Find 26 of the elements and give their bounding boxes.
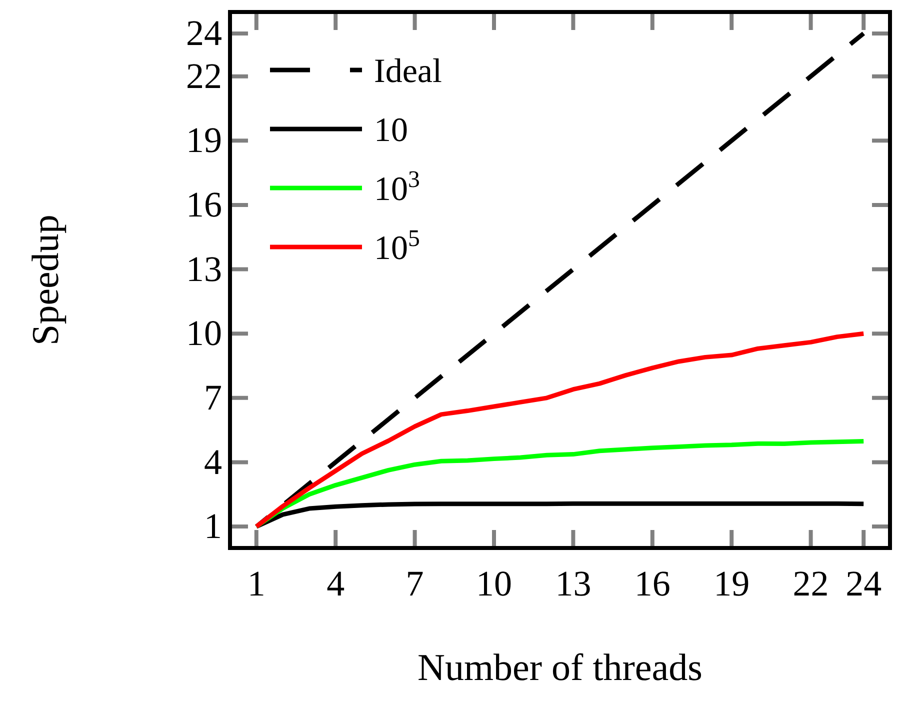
y-axis-title: Speedup: [25, 214, 67, 346]
y-tick-label: 22: [186, 56, 222, 96]
x-tick-label: 7: [406, 564, 424, 604]
x-tick-label: 16: [634, 564, 670, 604]
line-series: [254, 331, 866, 529]
y-tick-label: 7: [204, 377, 222, 418]
x-tick-label: 1: [247, 564, 266, 604]
y-tick-label: 24: [186, 12, 222, 53]
x-tick-label: 4: [326, 564, 345, 604]
x-tick-label: 22: [792, 564, 829, 604]
x-axis-title: Number of threads: [418, 647, 702, 689]
line-series: [254, 438, 866, 529]
legend-label: 10: [374, 112, 408, 149]
legend-label: 10$^{5}$: [374, 226, 420, 267]
x-tick-label: 19: [714, 564, 750, 604]
y-tick-label: 19: [186, 120, 222, 160]
legend-label: 10$^{3}$: [374, 167, 420, 208]
y-tick-label: 13: [186, 248, 222, 289]
x-tick-label: 13: [555, 564, 592, 604]
x-tick-label: 24: [846, 564, 882, 604]
y-tick-label: 10: [186, 313, 222, 354]
y-tick-label: 16: [186, 184, 222, 224]
y-tick-label: 1: [204, 506, 222, 546]
legend-label: Ideal: [374, 53, 442, 90]
y-tick-label: 4: [204, 442, 222, 482]
x-tick-label: 10: [476, 564, 512, 604]
